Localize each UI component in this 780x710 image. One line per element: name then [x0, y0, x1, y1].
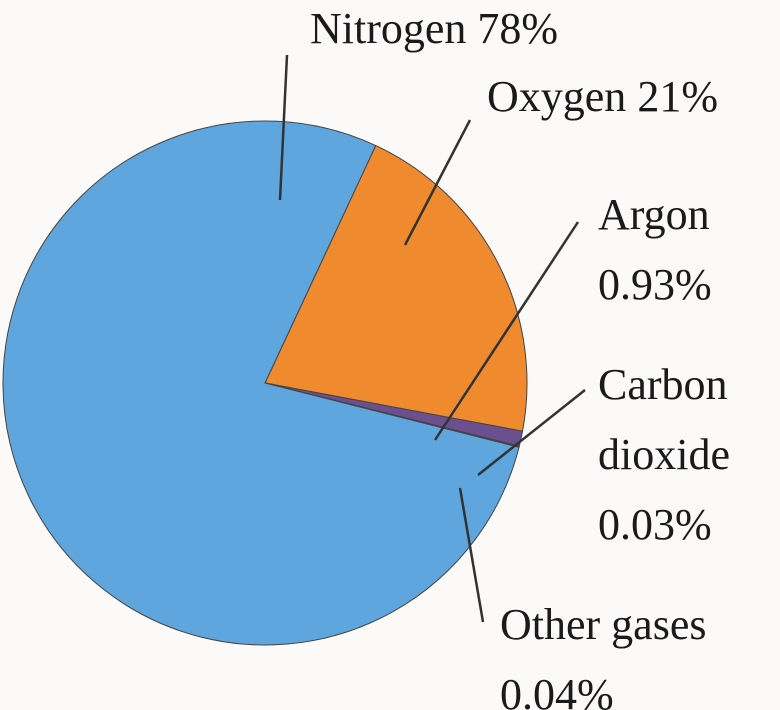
value-label: 0.93% [598, 260, 712, 309]
value-label: 78% [477, 4, 559, 53]
leader-line [433, 221, 580, 441]
leader-line [477, 389, 586, 476]
leader-line [278, 54, 289, 201]
value-label: 21% [637, 72, 718, 121]
leader-line [403, 119, 472, 246]
category-label: Oxygen [487, 72, 627, 121]
value-label: 0.04% [500, 670, 614, 710]
category-label: Carbon dioxide [598, 360, 730, 479]
category-label: Other gases [500, 600, 707, 649]
slice-label: Other gases 0.04% [500, 590, 780, 710]
slice-label: Carbon dioxide 0.03% [598, 350, 778, 560]
pie-slice [2, 120, 520, 646]
category-label: Nitrogen [310, 4, 467, 53]
leader-line [458, 487, 485, 623]
slice-label: Nitrogen 78% [310, 0, 650, 64]
slice-label: Argon 0.93% [598, 180, 768, 320]
pie-slice [264, 144, 528, 432]
category-label: Argon [598, 190, 710, 239]
value-label: 0.03% [598, 500, 712, 549]
slice-label: Oxygen 21% [487, 62, 777, 132]
